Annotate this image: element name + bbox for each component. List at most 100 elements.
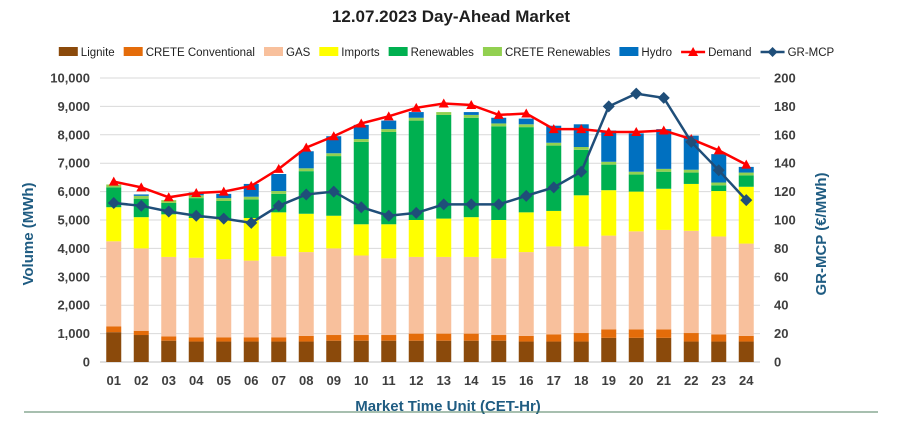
- bar-segment: [601, 337, 617, 362]
- y2-tick-label: 200: [774, 71, 796, 86]
- y-tick-label: 1,000: [57, 326, 90, 341]
- data-point: [382, 209, 395, 222]
- bar-stack: [106, 184, 122, 362]
- bar-segment: [216, 219, 232, 260]
- bar-segment: [161, 336, 177, 341]
- bar-segment: [463, 114, 479, 118]
- bar-segment: [408, 256, 424, 334]
- bar-segment: [628, 231, 644, 330]
- bar-stack: [298, 151, 314, 362]
- bar-stack: [656, 129, 672, 362]
- data-point: [521, 108, 532, 118]
- legend-label: Lignite: [81, 47, 115, 59]
- x-tick-label: 16: [519, 373, 533, 388]
- line-series-gr-mcp: [107, 87, 753, 229]
- legend-item: GR-MCP: [760, 47, 835, 59]
- bar-segment: [518, 252, 534, 336]
- legend-label: Imports: [341, 47, 380, 59]
- x-tick-label: 06: [244, 373, 258, 388]
- data-point: [603, 126, 614, 136]
- legend-item: CRETE Renewables: [482, 47, 611, 59]
- bar-segment: [133, 330, 149, 336]
- bar-segment: [243, 199, 259, 219]
- legend-item: Imports: [319, 47, 380, 59]
- y2-axis-title: GR-MCP (€/MWh): [813, 172, 830, 295]
- y2-tick-label: 140: [774, 156, 796, 171]
- data-point: [301, 142, 312, 152]
- bar-segment: [683, 341, 699, 362]
- bar-segment: [106, 207, 122, 242]
- bar-stack: [711, 154, 727, 362]
- bar-segment: [546, 142, 562, 146]
- bar-stack: [463, 112, 479, 362]
- x-tick-label: 04: [189, 373, 204, 388]
- bar-stack: [491, 117, 507, 362]
- legend-label: GAS: [286, 47, 311, 59]
- data-point: [466, 99, 477, 109]
- y2-tick-label: 40: [774, 298, 788, 313]
- data-point: [190, 209, 203, 222]
- bar-segment: [243, 196, 259, 200]
- bar-segment: [738, 175, 754, 187]
- legend-swatch: [264, 47, 283, 56]
- bar-segment: [271, 337, 287, 342]
- bar-segment: [491, 126, 507, 220]
- bar-segment: [683, 333, 699, 342]
- bar-stack: [271, 173, 287, 362]
- data-point: [493, 109, 504, 119]
- bar-segment: [711, 341, 727, 362]
- bar-segment: [216, 337, 232, 342]
- bar-segment: [573, 246, 589, 334]
- bar-segment: [463, 333, 479, 341]
- bar-segment: [161, 256, 177, 337]
- bar-segment: [188, 337, 204, 342]
- bar-segment: [188, 257, 204, 338]
- bar-segment: [271, 256, 287, 338]
- x-tick-label: 01: [107, 373, 121, 388]
- bar-stack: [518, 118, 534, 362]
- bar-segment: [188, 198, 204, 219]
- data-point: [712, 164, 725, 177]
- bar-segment: [463, 340, 479, 362]
- bar-segment: [738, 172, 754, 176]
- bar-segment: [271, 191, 287, 194]
- y2-tick-label: 180: [774, 99, 796, 114]
- bar-segment: [601, 161, 617, 165]
- bar-segment: [573, 333, 589, 342]
- chart-title: 12.07.2023 Day-Ahead Market: [332, 7, 570, 26]
- x-tick-label: 20: [629, 373, 643, 388]
- x-tick-label: 22: [684, 373, 698, 388]
- legend-item: Hydro: [619, 47, 672, 59]
- bar-stack: [546, 125, 562, 362]
- bar-segment: [243, 260, 259, 338]
- bar-stack: [601, 130, 617, 362]
- x-tick-label: 17: [547, 373, 561, 388]
- bar-segment: [161, 340, 177, 362]
- legend-item: GAS: [264, 47, 311, 59]
- y2-tick-label: 160: [774, 127, 796, 142]
- bar-stack: [381, 120, 397, 362]
- bar-segment: [381, 120, 397, 130]
- legend-label: CRETE Renewables: [505, 47, 611, 59]
- bar-segment: [711, 334, 727, 342]
- bar-stack: [628, 133, 644, 362]
- bar-segment: [683, 169, 699, 173]
- bar-segment: [408, 117, 424, 121]
- bar-segment: [326, 215, 342, 249]
- data-point: [411, 102, 422, 112]
- bar-segment: [161, 200, 177, 203]
- x-tick-label: 23: [712, 373, 726, 388]
- x-tick-label: 14: [464, 373, 479, 388]
- bar-stack: [161, 200, 177, 362]
- bar-segment: [106, 332, 122, 362]
- bar-segment: [298, 335, 314, 342]
- bar-segment: [546, 246, 562, 335]
- bar-segment: [326, 153, 342, 157]
- legend-item: Demand: [681, 47, 752, 59]
- x-axis-ticks: 01 02 03 04 05 06 07 08 09 10 11 12 13 14 15 16 17 18 19 20…: [107, 373, 755, 388]
- bar-segment: [106, 326, 122, 333]
- data-point: [548, 124, 559, 134]
- bar-segment: [298, 252, 314, 336]
